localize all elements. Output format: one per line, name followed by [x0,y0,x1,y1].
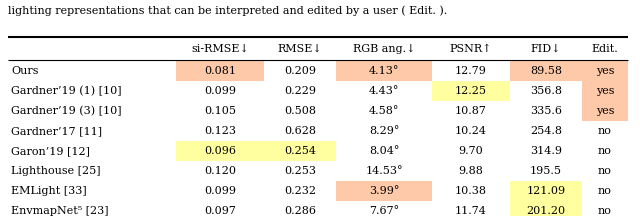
Text: Lighthouse [25]: Lighthouse [25] [11,166,100,176]
Text: 7.67°: 7.67° [369,206,399,216]
Text: 0.097: 0.097 [204,206,236,216]
Text: 4.58°: 4.58° [369,106,399,116]
Text: 89.58: 89.58 [530,66,562,76]
Text: si-RMSE↓: si-RMSE↓ [191,44,249,54]
Text: no: no [598,146,612,156]
Text: Garon’19 [12]: Garon’19 [12] [11,146,90,156]
Text: 3.99°: 3.99° [369,186,399,196]
Text: Gardner’19 (1) [10]: Gardner’19 (1) [10] [11,86,122,96]
Text: 0.232: 0.232 [284,186,316,196]
Text: 195.5: 195.5 [530,166,562,176]
Text: EMLight [33]: EMLight [33] [11,186,87,196]
Bar [176,61,264,81]
Text: 0.099: 0.099 [204,86,236,96]
Text: 0.253: 0.253 [284,166,316,176]
Text: 0.105: 0.105 [204,106,236,116]
Text: 10.24: 10.24 [455,126,487,136]
Text: 254.8: 254.8 [530,126,562,136]
Bar [582,101,628,121]
Text: 0.099: 0.099 [204,186,236,196]
Text: 4.13°: 4.13° [369,66,399,76]
Bar [582,81,628,101]
Bar [336,61,432,81]
Text: 12.25: 12.25 [455,86,487,96]
Text: 9.88: 9.88 [459,166,483,176]
Text: 9.70: 9.70 [459,146,483,156]
Bar [336,181,432,201]
Text: 356.8: 356.8 [530,86,562,96]
Text: 10.38: 10.38 [455,186,487,196]
Text: no: no [598,186,612,196]
Text: PSNR↑: PSNR↑ [450,44,492,54]
Text: yes: yes [596,66,614,76]
Text: 0.628: 0.628 [284,126,316,136]
Text: 12.79: 12.79 [455,66,487,76]
Text: lighting representations that can be interpreted and edited by a user ( Edit. ).: lighting representations that can be int… [8,5,447,16]
Text: Gardner’17 [11]: Gardner’17 [11] [11,126,102,136]
Text: no: no [598,166,612,176]
Text: Edit.: Edit. [591,44,618,54]
Text: Ours: Ours [11,66,38,76]
Text: 8.29°: 8.29° [369,126,399,136]
Bar [264,141,336,161]
Bar [510,61,582,81]
Text: 8.04°: 8.04° [369,146,399,156]
Text: yes: yes [596,106,614,116]
Text: 4.43°: 4.43° [369,86,399,96]
Text: 314.9: 314.9 [530,146,562,156]
Bar [176,141,264,161]
Bar [432,81,510,101]
Text: Gardner’19 (3) [10]: Gardner’19 (3) [10] [11,106,122,116]
Text: 0.123: 0.123 [204,126,236,136]
Bar [510,181,582,201]
Text: 10.87: 10.87 [455,106,487,116]
Text: 0.229: 0.229 [284,86,316,96]
Text: 335.6: 335.6 [530,106,562,116]
Text: FID↓: FID↓ [531,44,561,54]
Text: 0.120: 0.120 [204,166,236,176]
Text: 0.096: 0.096 [204,146,236,156]
Text: RGB ang.↓: RGB ang.↓ [353,44,415,54]
Text: 121.09: 121.09 [527,186,566,196]
Text: 201.20: 201.20 [527,206,566,216]
Text: RMSE↓: RMSE↓ [278,44,323,54]
Text: 0.081: 0.081 [204,66,236,76]
Text: 0.286: 0.286 [284,206,316,216]
Text: no: no [598,206,612,216]
Text: 0.254: 0.254 [284,146,316,156]
Text: 0.508: 0.508 [284,106,316,116]
Text: 0.209: 0.209 [284,66,316,76]
Text: EnvmapNet⁵ [23]: EnvmapNet⁵ [23] [11,206,109,216]
Text: 14.53°: 14.53° [365,166,403,176]
Text: yes: yes [596,86,614,96]
Bar [510,201,582,216]
Text: no: no [598,126,612,136]
Bar [582,61,628,81]
Text: 11.74: 11.74 [455,206,487,216]
